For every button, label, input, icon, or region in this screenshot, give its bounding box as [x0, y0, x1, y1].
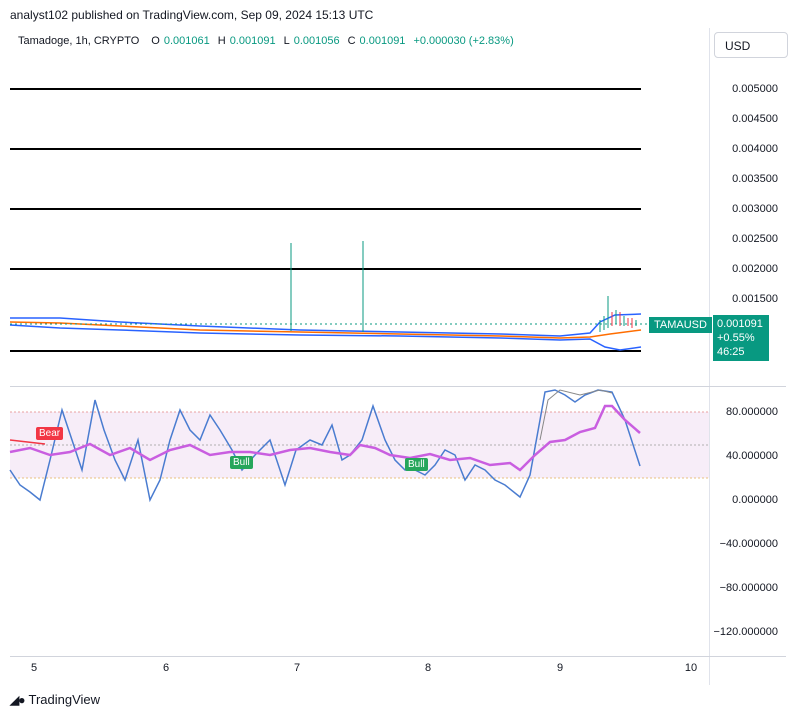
tradingview-logo-icon: ◢● — [10, 692, 26, 707]
time-tick-9: 9 — [556, 662, 564, 674]
symbol-name: Tamadoge, 1h, CRYPTO — [18, 35, 140, 47]
last-price-badge: 0.001091 +0.55% 46:25 — [713, 315, 769, 361]
bull-label-1: Bull — [230, 456, 253, 469]
price-tick-4: 0.003000 — [732, 203, 778, 215]
low-label: L — [283, 35, 290, 47]
tradingview-brand-text: TradingView — [28, 692, 101, 707]
price-axis-divider — [709, 28, 710, 685]
osc-tick-0: 80.000000 — [726, 406, 778, 418]
low-value: 0.001056 — [293, 35, 340, 47]
time-tick-7: 7 — [293, 662, 301, 674]
high-value: 0.001091 — [229, 35, 276, 47]
open-label: O — [151, 35, 160, 47]
osc-tick-1: 40.000000 — [726, 450, 778, 462]
price-tick-7: 0.001500 — [732, 293, 778, 305]
published-line: analyst102 published on TradingView.com,… — [10, 8, 374, 22]
osc-tick-5: −120.000000 — [713, 626, 778, 638]
time-tick-6: 6 — [162, 662, 170, 674]
time-tick-5: 5 — [30, 662, 38, 674]
osc-tick-2: 0.000000 — [732, 494, 778, 506]
symbol-tag: TAMAUSD — [649, 317, 712, 333]
last-price-change: +0.55% — [717, 332, 755, 344]
ohlc-legend: Tamadoge, 1h, CRYPTO O 0.001061 H 0.001091… — [18, 35, 514, 47]
smooth-line — [539, 389, 613, 441]
bear-label: Bear — [36, 427, 64, 440]
price-tick-5: 0.002500 — [732, 233, 778, 245]
bull-label-2: Bull — [405, 458, 428, 471]
osc-tick-4: −80.000000 — [719, 582, 778, 594]
osc-tick-3: −40.000000 — [719, 538, 778, 550]
recent-candles — [599, 296, 637, 332]
bear-line — [9, 439, 46, 445]
lower-band-line — [9, 324, 642, 351]
close-value: 0.001091 — [359, 35, 406, 47]
close-label: C — [347, 35, 356, 47]
price-tick-2: 0.004000 — [732, 143, 778, 155]
tradingview-branding[interactable]: ◢● TradingView — [10, 692, 100, 707]
signal-line — [9, 404, 641, 472]
moving-average-line — [9, 321, 642, 339]
last-price-value: 0.001091 — [717, 318, 763, 330]
open-value: 0.001061 — [163, 35, 210, 47]
price-tick-6: 0.002000 — [732, 263, 778, 275]
price-tick-1: 0.004500 — [732, 113, 778, 125]
time-axis-divider — [10, 656, 786, 657]
change-value: +0.000030 (+2.83%) — [413, 35, 514, 47]
candle-countdown: 46:25 — [717, 346, 745, 358]
currency-selector[interactable]: USD — [714, 32, 788, 58]
horizontal-levels — [10, 88, 641, 352]
price-tick-3: 0.003500 — [732, 173, 778, 185]
time-tick-10: 10 — [684, 662, 698, 674]
upper-band-line — [10, 313, 642, 337]
pane-divider[interactable] — [10, 386, 786, 387]
price-tick-0: 0.005000 — [732, 83, 778, 95]
time-tick-8: 8 — [424, 662, 432, 674]
high-label: H — [217, 35, 226, 47]
